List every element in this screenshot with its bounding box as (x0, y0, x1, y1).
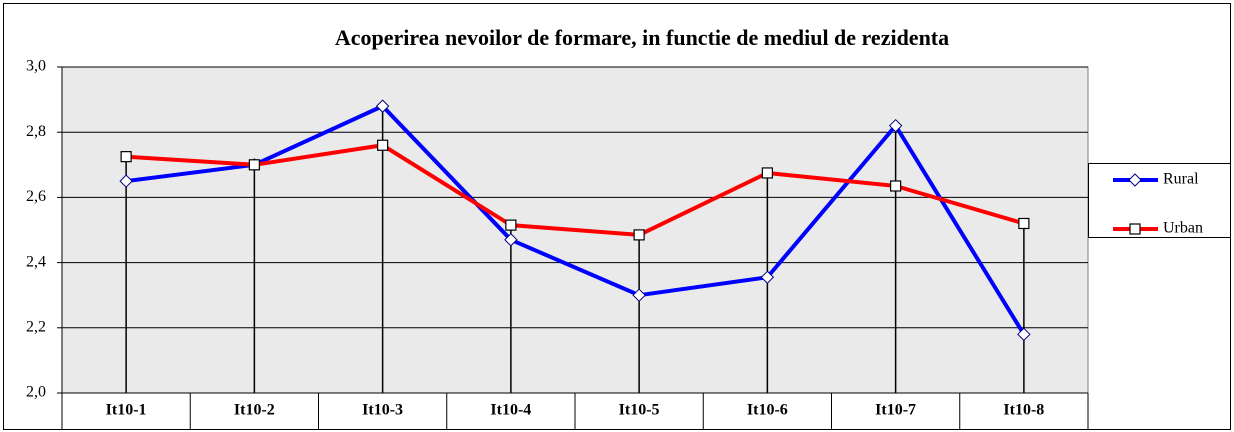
marker (248, 159, 260, 171)
marker (633, 229, 645, 241)
marker (761, 167, 773, 179)
legend-label: Urban (1163, 220, 1203, 237)
legend-marker (1128, 173, 1142, 187)
x-tick-label: It10-6 (747, 402, 788, 419)
legend (1088, 163, 1231, 238)
marker (120, 151, 132, 163)
series-line (125, 104, 1026, 336)
marker (760, 270, 775, 284)
legend-label: Rural (1163, 171, 1199, 188)
chart-title: Acoperirea nevoilor de formare, in funct… (335, 25, 949, 50)
y-tick-label: 3,0 (26, 58, 46, 75)
y-tick-label: 2,6 (26, 188, 46, 205)
x-tick-label: It10-4 (490, 402, 531, 419)
marker (377, 139, 389, 151)
y-tick-label: 2,0 (26, 384, 46, 401)
marker (119, 174, 133, 188)
marker (890, 180, 902, 192)
x-tick-label: It10-8 (1003, 402, 1044, 419)
x-tick-label: It10-7 (875, 402, 916, 419)
x-tick-label: It10-2 (234, 402, 275, 419)
marker (1018, 217, 1030, 230)
legend-marker (1129, 223, 1141, 235)
y-tick-label: 2,2 (26, 318, 46, 335)
marker (505, 219, 517, 231)
marker (504, 233, 518, 247)
marker (1017, 327, 1031, 342)
x-tick-label: It10-5 (619, 402, 660, 419)
x-tick-label: It10-3 (362, 402, 403, 419)
y-tick-label: 2,4 (26, 253, 46, 270)
y-tick-label: 2,8 (26, 123, 46, 140)
marker (632, 288, 646, 302)
series-line (125, 143, 1025, 237)
x-tick-label: It10-1 (106, 402, 147, 419)
marker (375, 99, 390, 113)
marker (888, 118, 903, 133)
